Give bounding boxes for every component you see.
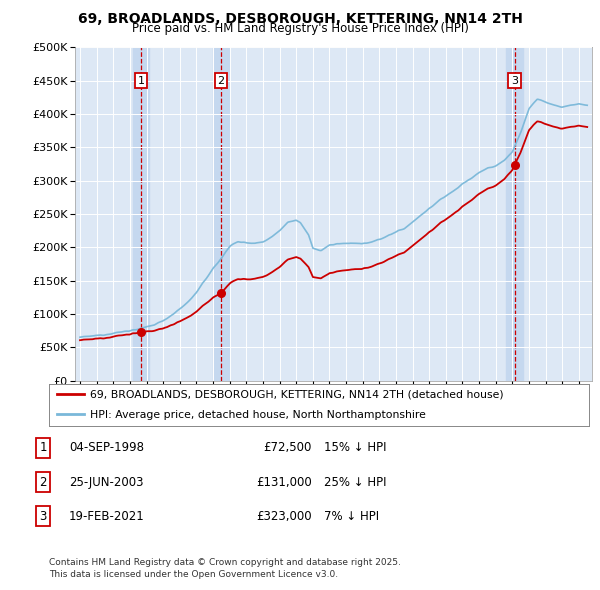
Text: £131,000: £131,000 [256, 476, 312, 489]
Text: 2: 2 [217, 76, 224, 86]
Text: 69, BROADLANDS, DESBOROUGH, KETTERING, NN14 2TH: 69, BROADLANDS, DESBOROUGH, KETTERING, N… [77, 12, 523, 26]
Text: 19-FEB-2021: 19-FEB-2021 [69, 510, 145, 523]
Text: £72,500: £72,500 [263, 441, 312, 454]
Bar [506, 47, 523, 381]
Text: 1: 1 [40, 441, 47, 454]
Text: 2: 2 [40, 476, 47, 489]
Text: 25-JUN-2003: 25-JUN-2003 [69, 476, 143, 489]
Text: 1: 1 [137, 76, 145, 86]
Text: 25% ↓ HPI: 25% ↓ HPI [324, 476, 386, 489]
Text: 7% ↓ HPI: 7% ↓ HPI [324, 510, 379, 523]
Text: 15% ↓ HPI: 15% ↓ HPI [324, 441, 386, 454]
Text: £323,000: £323,000 [256, 510, 312, 523]
Bar [133, 47, 149, 381]
Text: Contains HM Land Registry data © Crown copyright and database right 2025.
This d: Contains HM Land Registry data © Crown c… [49, 558, 401, 579]
Bar [212, 47, 229, 381]
Text: 04-SEP-1998: 04-SEP-1998 [69, 441, 144, 454]
Text: 3: 3 [40, 510, 47, 523]
Text: 69, BROADLANDS, DESBOROUGH, KETTERING, NN14 2TH (detached house): 69, BROADLANDS, DESBOROUGH, KETTERING, N… [90, 389, 503, 399]
Text: 3: 3 [511, 76, 518, 86]
Text: HPI: Average price, detached house, North Northamptonshire: HPI: Average price, detached house, Nort… [90, 409, 425, 419]
Text: Price paid vs. HM Land Registry's House Price Index (HPI): Price paid vs. HM Land Registry's House … [131, 22, 469, 35]
